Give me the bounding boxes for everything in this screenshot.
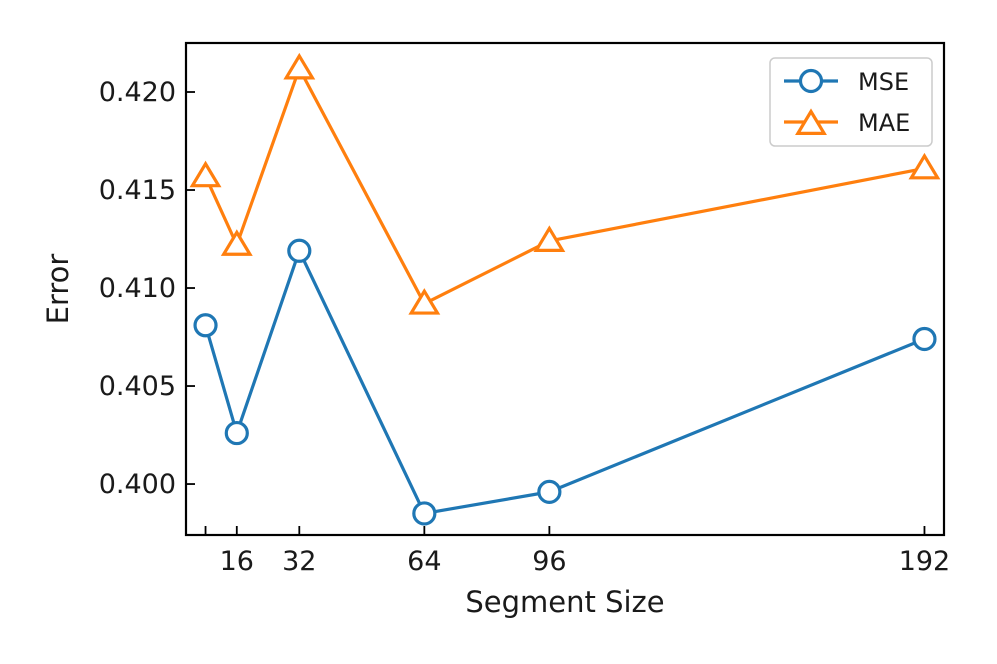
data-point-mae: [220, 229, 253, 256]
data-point-mae: [408, 288, 441, 315]
data-point-mae: [533, 225, 566, 252]
series-line-mse: [203, 249, 926, 516]
data-point-mae: [908, 152, 941, 180]
data-point-mse: [224, 420, 249, 446]
data-point-mae: [189, 160, 222, 188]
data-point-mse: [193, 313, 218, 338]
series-mse: [193, 238, 937, 526]
x-tick-label: 16: [220, 546, 254, 577]
legend-marker: [798, 68, 824, 94]
legend-entry-mse: MSE: [784, 68, 909, 96]
series-layer: [189, 52, 941, 526]
y-tick-label: 0.400: [99, 469, 176, 500]
x-tick-label: 32: [282, 546, 316, 577]
data-point-mse: [537, 479, 562, 504]
y-tick-label: 0.410: [99, 273, 176, 304]
legend-label: MSE: [858, 68, 909, 96]
legend-entry-mae: MAE: [784, 108, 910, 137]
y-tick-label: 0.420: [99, 77, 176, 108]
axes-frame: [184, 41, 946, 537]
axes: 16 32 64 96 192 0.400 0.405 0.410 0.415 0.420: [99, 41, 951, 577]
x-axis-label: Segment Size: [465, 585, 664, 619]
data-point-mse: [912, 326, 937, 352]
data-point-mae: [283, 52, 316, 80]
x-tick-label: 96: [532, 546, 566, 577]
legend: MSE MAE: [769, 57, 933, 147]
y-tick-label: 0.415: [99, 175, 176, 206]
data-point-mse: [412, 501, 437, 526]
legend-label: MAE: [858, 109, 910, 137]
data-point-mse: [287, 238, 312, 263]
y-tick-label: 0.405: [99, 371, 176, 402]
x-tick-label: 192: [899, 546, 951, 577]
series-line-mae: [204, 66, 925, 306]
y-axis-label: Error: [41, 254, 75, 325]
series-mae: [189, 52, 941, 315]
legend-marker: [795, 108, 827, 135]
x-tick-label: 64: [407, 546, 441, 577]
